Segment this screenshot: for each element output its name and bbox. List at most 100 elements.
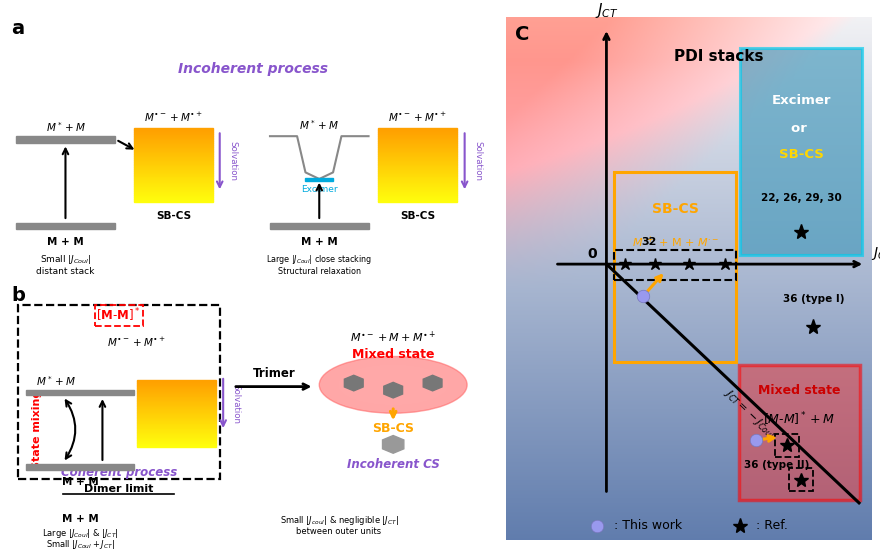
Bar <box>18 305 220 479</box>
Bar <box>378 167 458 169</box>
Bar <box>16 223 114 229</box>
Text: between outer units: between outer units <box>297 527 382 536</box>
Bar <box>137 408 216 410</box>
Text: Solvation: Solvation <box>228 141 237 181</box>
Bar <box>137 443 216 445</box>
Text: $M^* + M$: $M^* + M$ <box>46 120 85 134</box>
Bar <box>789 468 813 491</box>
Text: 32: 32 <box>642 237 656 247</box>
Bar <box>378 158 458 160</box>
Text: $M^{\cdot+}$ + M + $M^{\cdot-}$: $M^{\cdot+}$ + M + $M^{\cdot-}$ <box>632 234 719 250</box>
Text: Coherent process: Coherent process <box>61 466 177 479</box>
Bar <box>135 130 213 132</box>
Polygon shape <box>423 375 442 391</box>
Text: distant stack: distant stack <box>36 267 95 276</box>
Bar <box>378 173 458 175</box>
Text: Small $|J_{Coul}|$: Small $|J_{Coul}|$ <box>40 253 92 266</box>
Bar <box>135 182 213 184</box>
Bar <box>26 390 135 395</box>
Text: Mixed state: Mixed state <box>352 348 435 361</box>
Bar <box>135 195 213 197</box>
Bar <box>137 412 216 413</box>
Bar <box>135 138 213 139</box>
Bar <box>135 173 213 175</box>
Bar <box>137 428 216 430</box>
Bar <box>135 147 213 149</box>
Bar <box>378 128 458 130</box>
Bar <box>378 132 458 134</box>
Bar <box>137 403 216 405</box>
Text: Trimer: Trimer <box>253 367 296 379</box>
Bar <box>135 139 213 141</box>
Text: $[\mathbf{M\text{-}M}]^*$: $[\mathbf{M\text{-}M}]^*$ <box>97 307 141 325</box>
Bar <box>135 165 213 167</box>
Bar <box>137 437 216 438</box>
Bar <box>378 154 458 156</box>
Bar <box>135 178 213 180</box>
Polygon shape <box>344 375 363 391</box>
Bar <box>137 413 216 415</box>
Ellipse shape <box>339 365 447 404</box>
Text: Large $|J_{Coul}|$ close stacking: Large $|J_{Coul}|$ close stacking <box>266 253 372 266</box>
Bar <box>135 189 213 191</box>
Bar <box>135 197 213 199</box>
Bar <box>135 132 213 134</box>
Bar <box>378 182 458 184</box>
Text: Mixed state: Mixed state <box>759 384 840 397</box>
Bar <box>16 136 114 143</box>
Bar <box>137 384 216 386</box>
Bar <box>378 156 458 158</box>
Bar <box>378 189 458 191</box>
Polygon shape <box>383 436 404 453</box>
Bar <box>378 164 458 165</box>
Bar <box>137 440 216 442</box>
Bar <box>378 136 458 138</box>
Text: PDI stacks: PDI stacks <box>674 50 764 65</box>
Text: 0: 0 <box>588 247 598 261</box>
Text: SB-CS: SB-CS <box>652 202 699 217</box>
Bar <box>137 400 216 402</box>
Bar <box>614 172 736 362</box>
Text: Small $|J_{coul}|$ & negligible $|J_{CT}|$: Small $|J_{coul}|$ & negligible $|J_{CT}… <box>280 514 399 527</box>
Text: $M^{\bullet-} + M + M^{\bullet+}$: $M^{\bullet-} + M + M^{\bullet+}$ <box>350 329 436 345</box>
Text: : This work: : This work <box>614 520 683 532</box>
Text: Incoherent CS: Incoherent CS <box>347 458 440 471</box>
Text: 22, 26, 29, 30: 22, 26, 29, 30 <box>761 193 841 203</box>
Text: $J_{Coul}$: $J_{Coul}$ <box>871 245 880 262</box>
Bar <box>378 195 458 197</box>
Bar <box>135 193 213 195</box>
Bar <box>135 180 213 182</box>
Bar <box>135 164 213 165</box>
Bar <box>137 423 216 425</box>
Bar <box>137 425 216 427</box>
Bar <box>378 184 458 185</box>
Bar <box>137 432 216 433</box>
Text: M + M: M + M <box>62 514 99 524</box>
Bar <box>137 422 216 423</box>
Bar <box>378 147 458 149</box>
Bar <box>378 141 458 143</box>
Bar <box>137 407 216 408</box>
Text: $M^{\bullet-} + M^{\bullet+}$: $M^{\bullet-} + M^{\bullet+}$ <box>107 336 166 349</box>
Text: SB-CS: SB-CS <box>157 211 192 221</box>
Bar <box>137 398 216 400</box>
Text: a: a <box>11 19 25 38</box>
Text: 36 (type I): 36 (type I) <box>782 294 844 304</box>
Bar <box>378 169 458 171</box>
Bar <box>135 199 213 201</box>
Text: SB-CS: SB-CS <box>779 148 824 162</box>
Bar <box>378 185 458 188</box>
Bar <box>135 160 213 162</box>
Bar <box>135 141 213 143</box>
Text: : Ref.: : Ref. <box>756 520 788 532</box>
Text: $[M\text{-}M]^* + M$: $[M\text{-}M]^* + M$ <box>764 411 835 428</box>
Text: 36 (type II): 36 (type II) <box>744 461 810 471</box>
Bar <box>378 145 458 147</box>
Bar <box>137 417 216 418</box>
Text: Incoherent process: Incoherent process <box>178 62 327 76</box>
Text: $M^* + M$: $M^* + M$ <box>299 119 339 133</box>
Bar <box>135 188 213 189</box>
Text: Small $|J_{Coul} + J_{CT}|$: Small $|J_{Coul} + J_{CT}|$ <box>46 538 114 551</box>
Bar <box>137 410 216 412</box>
Bar <box>738 365 861 500</box>
